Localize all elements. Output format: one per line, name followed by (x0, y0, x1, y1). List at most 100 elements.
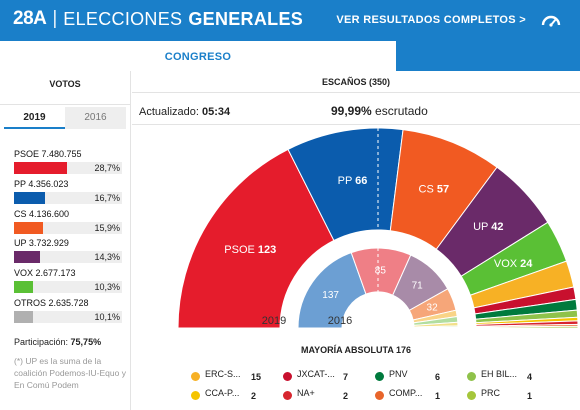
vote-label: PSOE 7.480.755 (14, 149, 82, 159)
seat-2016-label-pp: 137 (322, 290, 339, 301)
updated-value: 05:34 (202, 106, 231, 118)
view-full-results-link[interactable]: VER RESULTADOS COMPLETOS > (336, 14, 526, 26)
vote-bar-fill (14, 311, 33, 323)
vote-row-vox: VOX 2.677.173 10,3% (14, 267, 124, 297)
vote-label: CS 4.136.600 (14, 209, 70, 219)
tab-congreso[interactable]: CONGRESO (0, 41, 396, 71)
inner-ring-year-label: 2016 (328, 315, 352, 327)
vote-row-up: UP 3.732.929 14,3% (14, 237, 124, 267)
legend-dot (467, 391, 476, 400)
updated-time: Actualizado: 05:34 (139, 106, 230, 118)
legend-item: COMP... 1 (375, 387, 441, 401)
vote-row-pp: PP 4.356.023 16,7% (14, 178, 124, 208)
vote-bar: 14,3% (14, 251, 122, 263)
legend-item: PNV 6 (375, 368, 441, 382)
vote-bar-fill (14, 222, 44, 234)
vote-bar-fill (14, 162, 68, 174)
seat-2016-label-cs: 32 (427, 303, 439, 314)
legend-item: ERC-S... 15 (191, 368, 262, 382)
seat-2019-segment-prc (475, 325, 579, 329)
legend-dot (191, 372, 200, 381)
legend-party: ERC-S... (205, 369, 241, 379)
tab-2019[interactable]: 2019 (4, 107, 65, 129)
vote-bar: 15,9% (14, 222, 122, 234)
brand-separator: | (52, 8, 58, 29)
tab-2016[interactable]: 2016 (65, 107, 126, 129)
seats-title: ESCAÑOS (350) (132, 71, 580, 93)
divider (132, 124, 580, 125)
legend-party: PNV (389, 369, 408, 379)
outer-ring-year-label: 2019 (262, 315, 286, 327)
vote-bar-fill (14, 192, 45, 204)
legend-dot (375, 372, 384, 381)
vote-percent: 15,9% (94, 223, 120, 233)
vote-bar: 16,7% (14, 192, 122, 204)
votes-title: VOTOS (0, 71, 130, 105)
legend-party: EH BIL... (481, 369, 518, 379)
legend-item: NA+ 2 (283, 387, 348, 401)
legend-seats: 15 (251, 372, 262, 382)
vote-percent: 16,7% (94, 193, 120, 203)
seat-2019-label-up: UP 42 (473, 221, 503, 233)
vote-label: UP 3.732.929 (14, 238, 69, 248)
gauge-icon[interactable] (540, 10, 562, 28)
seat-2016-segment-pp (297, 251, 367, 329)
legend-dot (467, 372, 476, 381)
legend-seats: 4 (527, 372, 533, 382)
legend-item: EH BIL... 4 (467, 368, 533, 382)
legend-party: JXCAT-... (297, 369, 335, 379)
scrutiny-label: escrutado (375, 104, 428, 118)
vote-percent: 14,3% (94, 252, 120, 262)
seat-2019-label-vox: VOX 24 (494, 258, 533, 270)
scrutiny-status: 99,99% escrutado (331, 104, 428, 118)
scrutiny-value: 99,99% (331, 104, 372, 118)
vote-percent: 28,7% (94, 163, 120, 173)
legend-seats: 6 (435, 372, 441, 382)
vote-row-otros: OTROS 2.635.728 10,1% (14, 297, 124, 327)
seat-2016-segment-cc (413, 326, 459, 329)
seat-2016-label-psoe: 85 (375, 266, 387, 277)
legend-dot (283, 372, 292, 381)
legend-party: CCA-P... (205, 388, 240, 398)
legend-party: COMP... (389, 388, 423, 398)
legend-seats: 2 (251, 391, 257, 401)
vote-label: PP 4.356.023 (14, 179, 69, 189)
year-tabs: 2019 2016 (4, 107, 126, 129)
legend-seats: 1 (435, 391, 441, 401)
participation-label: Participación: (14, 337, 69, 347)
vote-bar-fill (14, 251, 41, 263)
vote-row-cs: CS 4.136.600 15,9% (14, 208, 124, 238)
vote-bar: 10,1% (14, 311, 122, 323)
brand-elecciones: ELECCIONES (63, 8, 183, 29)
brand-28a: 28A (13, 8, 47, 29)
seat-2019-segment-psoe (177, 148, 335, 329)
vote-row-psoe: PSOE 7.480.755 28,7% (14, 148, 124, 178)
participation-value: 75,75% (70, 337, 102, 347)
votes-panel: VOTOS 2019 2016 PSOE 7.480.755 28,7% PP … (0, 71, 131, 410)
legend-seats: 1 (527, 391, 533, 401)
legend-party: NA+ (297, 388, 315, 398)
seat-2019-label-cs: CS 57 (419, 184, 450, 196)
seat-2016-label-up: 71 (412, 281, 424, 292)
vote-percent: 10,3% (94, 282, 120, 292)
vote-label: OTROS 2.635.728 (14, 298, 89, 308)
majority-label: MAYORÍA ABSOLUTA 176 (300, 345, 412, 355)
legend-seats: 7 (343, 372, 349, 382)
legend-item: CCA-P... 2 (191, 387, 257, 401)
vote-bar: 28,7% (14, 162, 122, 174)
legend-party: PRC (481, 388, 501, 398)
vote-label: VOX 2.677.173 (14, 268, 76, 278)
vote-bar-fill (14, 281, 34, 293)
participation: Participación: 75,75% (14, 337, 101, 347)
vote-percent: 10,1% (94, 312, 120, 322)
footnote: (*) UP es la suma de la coalición Podemo… (14, 356, 126, 390)
site-brand[interactable]: 28A | ELECCIONES GENERALES (13, 7, 303, 31)
vote-bar: 10,3% (14, 281, 122, 293)
legend-dot (375, 391, 384, 400)
seat-2019-label-pp: PP 66 (338, 175, 368, 187)
top-bar: 28A | ELECCIONES GENERALES VER RESULTADO… (0, 0, 580, 41)
updated-label: Actualizado: (139, 106, 199, 118)
legend-item: JXCAT-... 7 (283, 368, 349, 382)
seat-2019-label-psoe: PSOE 123 (224, 244, 276, 256)
